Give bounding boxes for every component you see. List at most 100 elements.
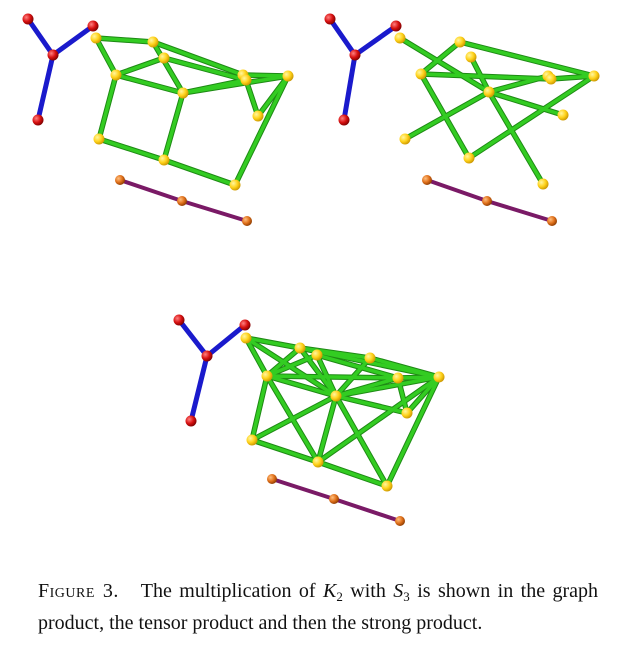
path-graph-edge	[180, 199, 249, 223]
product-edge	[181, 78, 248, 95]
product-node	[415, 68, 427, 80]
star-graph-edge	[341, 52, 358, 123]
product-edge	[151, 40, 185, 95]
star-graph-node	[201, 350, 213, 362]
figure-caption: Figure 3. The multiplication of K2 with …	[38, 578, 598, 636]
path-graph-node	[395, 516, 405, 526]
star-graph-node	[173, 314, 185, 326]
product-node	[364, 352, 376, 364]
caption-text-start: The multiplication of	[140, 580, 316, 602]
star-graph-node	[324, 13, 336, 25]
product-node	[401, 407, 413, 419]
caption-s-sub: 3	[403, 589, 410, 604]
star-graph-edge	[50, 23, 96, 58]
star-graph-edge	[25, 16, 56, 58]
star-graph-node	[185, 415, 197, 427]
product-edge	[298, 346, 338, 398]
product-edge	[265, 346, 302, 378]
figure-3	[22, 13, 600, 526]
graph-product-panel	[22, 13, 294, 226]
product-node	[330, 390, 342, 402]
product-edge	[244, 336, 302, 350]
product-node	[394, 32, 406, 44]
product-node	[294, 342, 306, 354]
product-node	[311, 349, 323, 361]
path-graph-node	[482, 196, 492, 206]
product-node	[261, 370, 273, 382]
product-edge	[419, 40, 462, 76]
product-edge	[316, 460, 389, 488]
product-node	[93, 133, 105, 145]
path-graph-node	[267, 474, 277, 484]
product-node	[483, 86, 495, 98]
product-node	[454, 36, 466, 48]
product-edge	[151, 40, 245, 77]
product-node	[557, 109, 569, 121]
product-node	[177, 87, 189, 99]
star-graph-edge	[327, 16, 358, 58]
product-edge	[487, 90, 545, 186]
star-graph-node	[32, 114, 44, 126]
product-edge	[316, 375, 441, 464]
product-edge	[419, 72, 553, 81]
caption-k-letter: K	[323, 580, 337, 602]
product-edge	[162, 56, 248, 82]
star-graph-node	[390, 20, 402, 32]
product-edge	[334, 394, 389, 488]
tensor-product-panel	[324, 13, 600, 226]
product-node	[392, 372, 404, 384]
product-edge	[162, 158, 237, 187]
product-edge	[487, 90, 565, 117]
product-node	[229, 179, 241, 191]
product-edge	[334, 394, 409, 415]
path-graph-edge	[425, 178, 489, 203]
product-node	[433, 371, 445, 383]
product-edge	[97, 73, 118, 141]
star-graph-node	[239, 319, 251, 331]
product-node	[381, 480, 393, 492]
star-graph-node	[87, 20, 99, 32]
product-edge	[244, 336, 269, 378]
product-node	[588, 70, 600, 82]
caption-label: Figure 3.	[38, 580, 119, 602]
path-graph-edge	[485, 199, 554, 223]
product-edge	[265, 374, 338, 398]
product-node	[252, 110, 264, 122]
product-edge	[256, 74, 290, 118]
star-graph-edge	[188, 353, 210, 424]
product-edge	[469, 55, 491, 94]
path-graph-edge	[332, 497, 402, 523]
product-edge	[315, 353, 400, 380]
product-node	[110, 69, 122, 81]
product-node	[465, 51, 477, 63]
product-edge	[315, 353, 338, 398]
caption-text-end: is shown in the graph product, the tenso…	[38, 580, 599, 634]
product-edge	[458, 40, 596, 78]
path-graph-node	[422, 175, 432, 185]
star-graph-node	[22, 13, 34, 25]
product-edge	[114, 73, 185, 95]
product-node	[240, 332, 252, 344]
product-edge	[244, 336, 338, 398]
product-node	[147, 36, 159, 48]
product-edge	[162, 91, 185, 162]
product-edge	[405, 375, 441, 415]
product-node	[158, 52, 170, 64]
product-edge	[467, 74, 596, 160]
product-edge	[94, 36, 118, 77]
star-graph-edge	[352, 23, 399, 58]
product-edge	[97, 137, 166, 162]
path-graph-node	[547, 216, 557, 226]
strong-product-panel	[173, 314, 445, 526]
product-node	[240, 74, 252, 86]
product-edge	[114, 56, 166, 77]
path-graph-node	[329, 494, 339, 504]
product-edge	[244, 78, 260, 118]
caption-k-sub: 2	[336, 589, 343, 604]
caption-s-letter: S	[393, 580, 404, 602]
path-graph-node	[242, 216, 252, 226]
product-node	[246, 434, 258, 446]
product-node	[463, 152, 475, 164]
product-node	[537, 178, 549, 190]
product-edge	[241, 73, 290, 78]
